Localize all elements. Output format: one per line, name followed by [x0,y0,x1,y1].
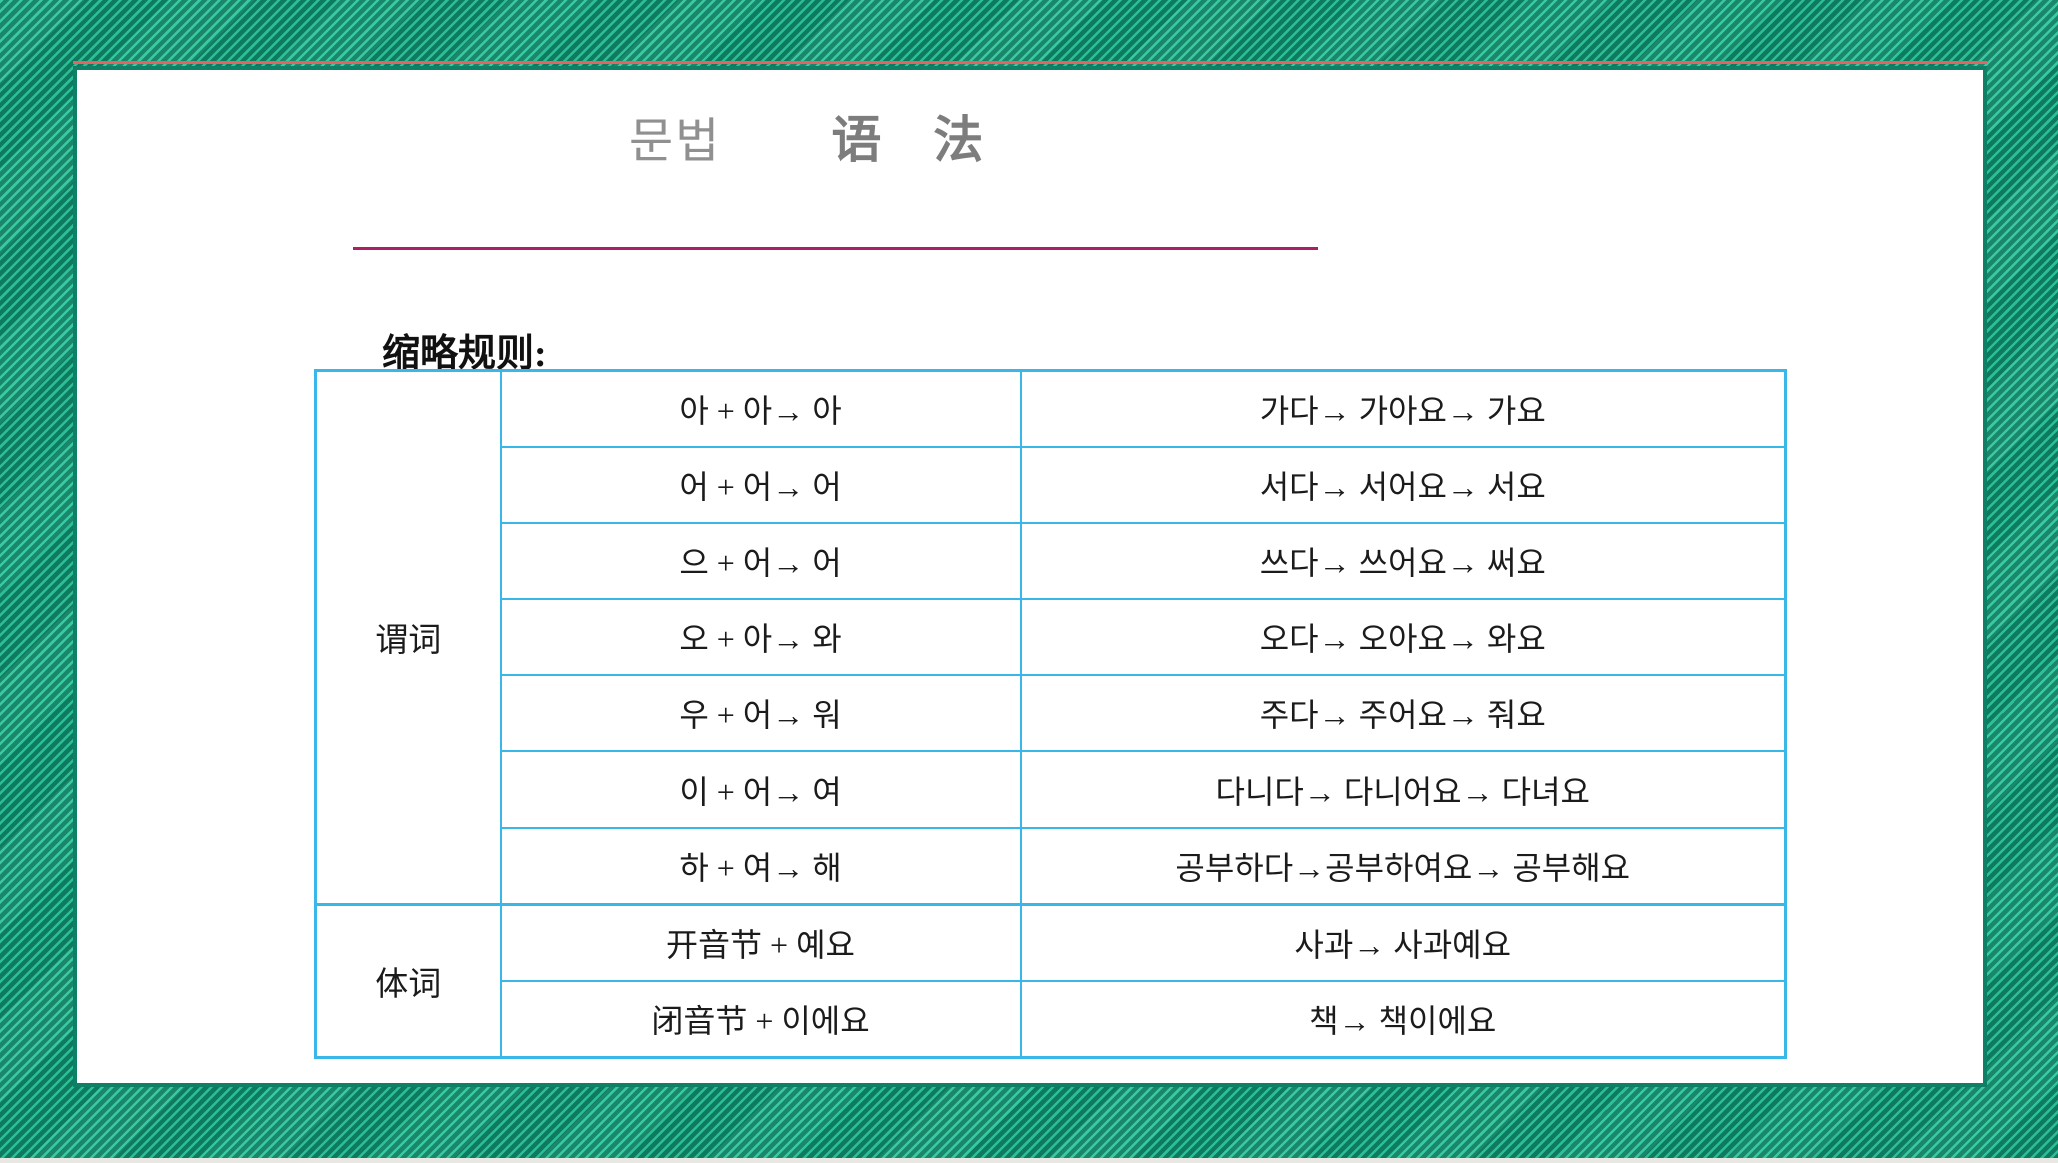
content-panel: 문법 语 法 缩略规则: 谓词 아 + 아→ 아 가다→ 가아요→ 가요 어 + 어→… [73,66,1987,1087]
table-row: 으 + 어→ 어 쓰다→ 쓰어요→ 써요 [316,522,1787,601]
panel-top-accent-line [73,61,1987,64]
category-cell: 体词 [314,902,502,1059]
category-cell: 谓词 [314,369,502,906]
table-row: 谓词 아 + 아→ 아 가다→ 가아요→ 가요 [314,369,1787,906]
example-cell: 오다→ 오아요→ 와요 [1019,598,1787,677]
example-cell: 사과→ 사과예요 [1019,902,1787,982]
example-cell: 책→ 책이에요 [1019,979,1787,1059]
rule-cell: 오 + 아→ 와 [499,598,1022,677]
table-row: 우 + 어→ 워 주다→ 주어요→ 줘요 [316,674,1787,753]
rules-table: 谓词 아 + 아→ 아 가다→ 가아요→ 가요 어 + 어→ 어 서다→ 서어요→ 서요… [314,369,1787,1059]
rule-cell: 이 + 어→ 여 [499,750,1022,829]
bottom-strip [0,1158,2058,1163]
slide-title: 문법 语 法 [629,100,983,172]
example-cell: 가다→ 가아요→ 가요 [1019,369,1787,449]
table-row: 오 + 아→ 와 오다→ 오아요→ 와요 [316,598,1787,677]
title-korean: 문법 [629,115,722,168]
table-row: 하 + 여→ 해 공부하다→공부하여요→ 공부해요 [316,826,1787,906]
rule-cell: 闭音节 + 이에요 [499,979,1022,1059]
rule-cell: 아 + 아→ 아 [499,369,1022,449]
rule-cell: 하 + 여→ 해 [499,826,1022,906]
table-row: 어 + 어→ 어 서다→ 서어요→ 서요 [316,446,1787,525]
rule-cell: 우 + 어→ 워 [499,674,1022,753]
rules-heading: 缩略规则: [382,333,547,375]
example-cell: 주다→ 주어요→ 줘요 [1019,674,1787,753]
table-row: 이 + 어→ 여 다니다→ 다니어요→ 다녀요 [316,750,1787,829]
rule-cell: 어 + 어→ 어 [499,446,1022,525]
title-divider-line [353,247,1318,250]
table-row: 闭音节 + 이에요 책→ 책이에요 [316,979,1787,1059]
example-cell: 쓰다→ 쓰어요→ 써요 [1019,522,1787,601]
example-cell: 다니다→ 다니어요→ 다녀요 [1019,750,1787,829]
rule-cell: 으 + 어→ 어 [499,522,1022,601]
example-cell: 서다→ 서어요→ 서요 [1019,446,1787,525]
table-row: 体词 开音节 + 예요 사과→ 사과예요 [314,902,1787,1059]
title-chinese: 语 法 [831,112,984,168]
rule-cell: 开音节 + 예요 [499,902,1022,982]
example-cell: 공부하다→공부하여요→ 공부해요 [1019,826,1787,906]
rules-table-body: 谓词 아 + 아→ 아 가다→ 가아요→ 가요 어 + 어→ 어 서다→ 서어요→ 서요… [314,369,1787,1059]
